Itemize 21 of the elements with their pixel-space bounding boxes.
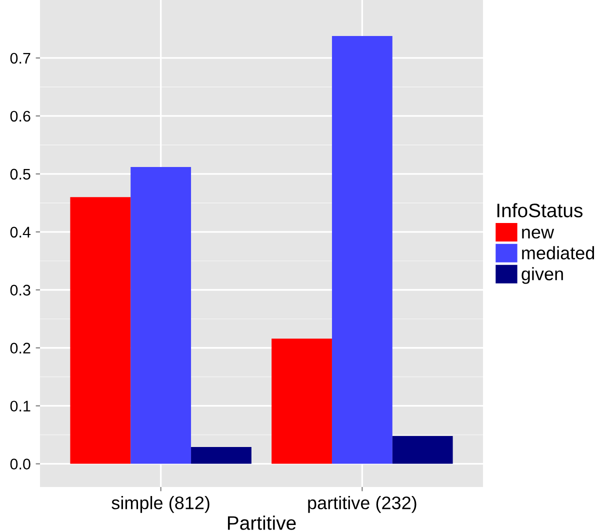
x-axis-title: Partitive <box>228 516 296 530</box>
y-tick-label: 0.2 <box>10 342 30 354</box>
bar <box>70 197 131 464</box>
y-tick-label: 0.4 <box>10 226 31 238</box>
legend-label: mediated <box>522 246 594 260</box>
y-tick-label: 0.0 <box>10 458 30 470</box>
y-tick-label: 0.7 <box>10 52 30 64</box>
legend-label: new <box>522 228 554 239</box>
x-tick-label: simple (812) <box>112 496 210 513</box>
bar <box>191 446 252 464</box>
y-tick-label: 0.1 <box>10 400 30 412</box>
bar <box>130 166 192 464</box>
y-tick-label: 0.3 <box>10 284 30 296</box>
legend-label: given <box>522 267 563 284</box>
x-tick-label: partitive (232) <box>308 496 416 513</box>
y-tick-label: 0.6 <box>10 110 30 122</box>
y-tick-label: 0.5 <box>10 168 30 180</box>
bar <box>332 36 392 464</box>
legend-title: InfoStatus <box>497 203 582 218</box>
bar <box>392 436 453 464</box>
bar <box>272 338 332 464</box>
